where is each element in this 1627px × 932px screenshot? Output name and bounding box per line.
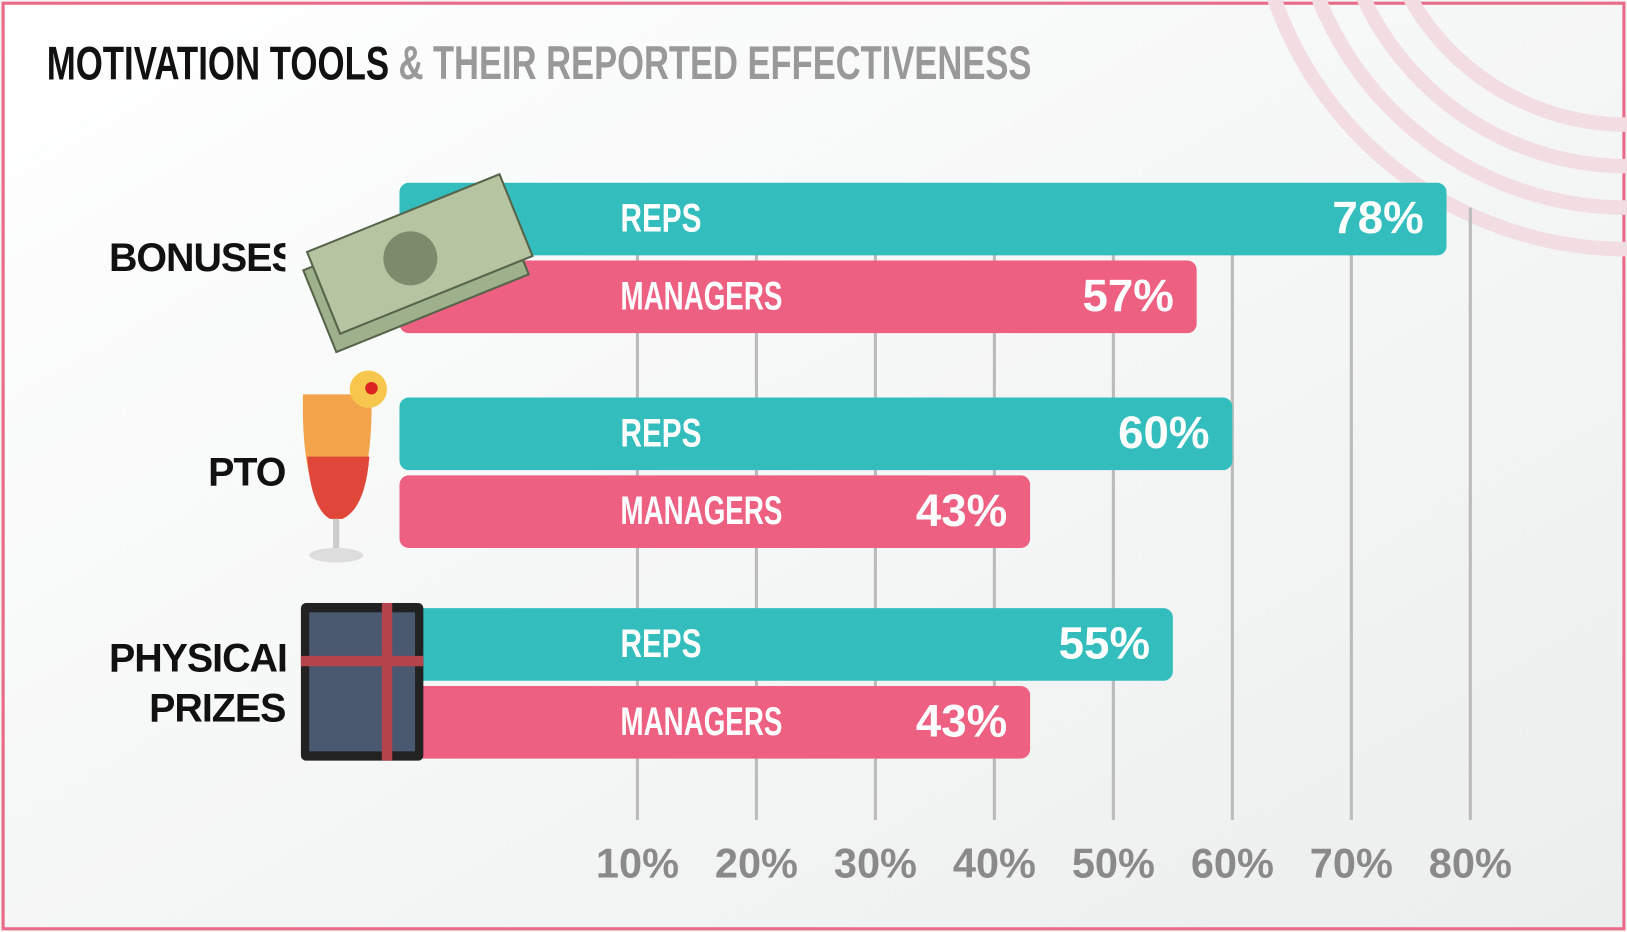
- series-label: MANAGERS: [621, 274, 783, 318]
- bars: REPS 78% MANAGERS 57% REPS 60% MANAGERS 43% REPS…: [399, 182, 1447, 759]
- series-label: MANAGERS: [621, 489, 783, 533]
- value-label: 60%: [1118, 407, 1209, 458]
- drink-icon: [302, 370, 388, 563]
- category-label: PHYSICAL PRIZES: [62, 608, 285, 758]
- tablet-icon: [300, 602, 424, 761]
- bar: [399, 260, 1197, 334]
- chart-subtitle: & THEIR REPORTED EFFECTIVENESS: [398, 37, 1031, 90]
- money-icon: [301, 172, 534, 354]
- category-label: PTO: [62, 398, 285, 548]
- bar: [399, 475, 1031, 548]
- bar: [399, 685, 1031, 759]
- category-label-box: PHYSICAL PRIZES: [62, 608, 285, 758]
- x-tick-label: 70%: [1310, 839, 1393, 886]
- value-label: 57%: [1082, 270, 1173, 321]
- category-label: BONUSES: [62, 183, 285, 333]
- category-text: BONUSES: [108, 236, 286, 280]
- bar: [399, 397, 1233, 471]
- category-label-box: BONUSES: [62, 183, 285, 333]
- x-tick-label: 60%: [1191, 839, 1274, 886]
- x-tick-label: 10%: [596, 839, 679, 886]
- value-label: 43%: [916, 485, 1007, 536]
- value-label: 78%: [1332, 192, 1423, 243]
- x-tick-label: 50%: [1072, 839, 1155, 886]
- category-text: PTO: [208, 450, 286, 495]
- x-tick-label: 30%: [834, 839, 917, 886]
- series-label: REPS: [621, 622, 702, 666]
- category-text: PHYSICAL PRIZES: [108, 636, 286, 731]
- bar: [399, 182, 1447, 256]
- bar: [399, 608, 1173, 681]
- series-label: MANAGERS: [621, 700, 783, 744]
- chart-title: MOTIVATION TOOLS: [47, 37, 389, 90]
- labels: BONUSES PTO PHYSICAL PRIZES: [62, 183, 285, 758]
- series-label: REPS: [621, 411, 702, 455]
- x-tick-label: 20%: [715, 839, 798, 886]
- x-tick-label: 40%: [953, 839, 1036, 886]
- series-label: REPS: [621, 197, 702, 241]
- x-tick-label: 80%: [1429, 839, 1512, 886]
- title: MOTIVATION TOOLS: [47, 37, 389, 90]
- value-label: 55%: [1059, 618, 1150, 669]
- value-label: 43%: [916, 695, 1007, 746]
- category-label-box: PTO: [62, 398, 285, 548]
